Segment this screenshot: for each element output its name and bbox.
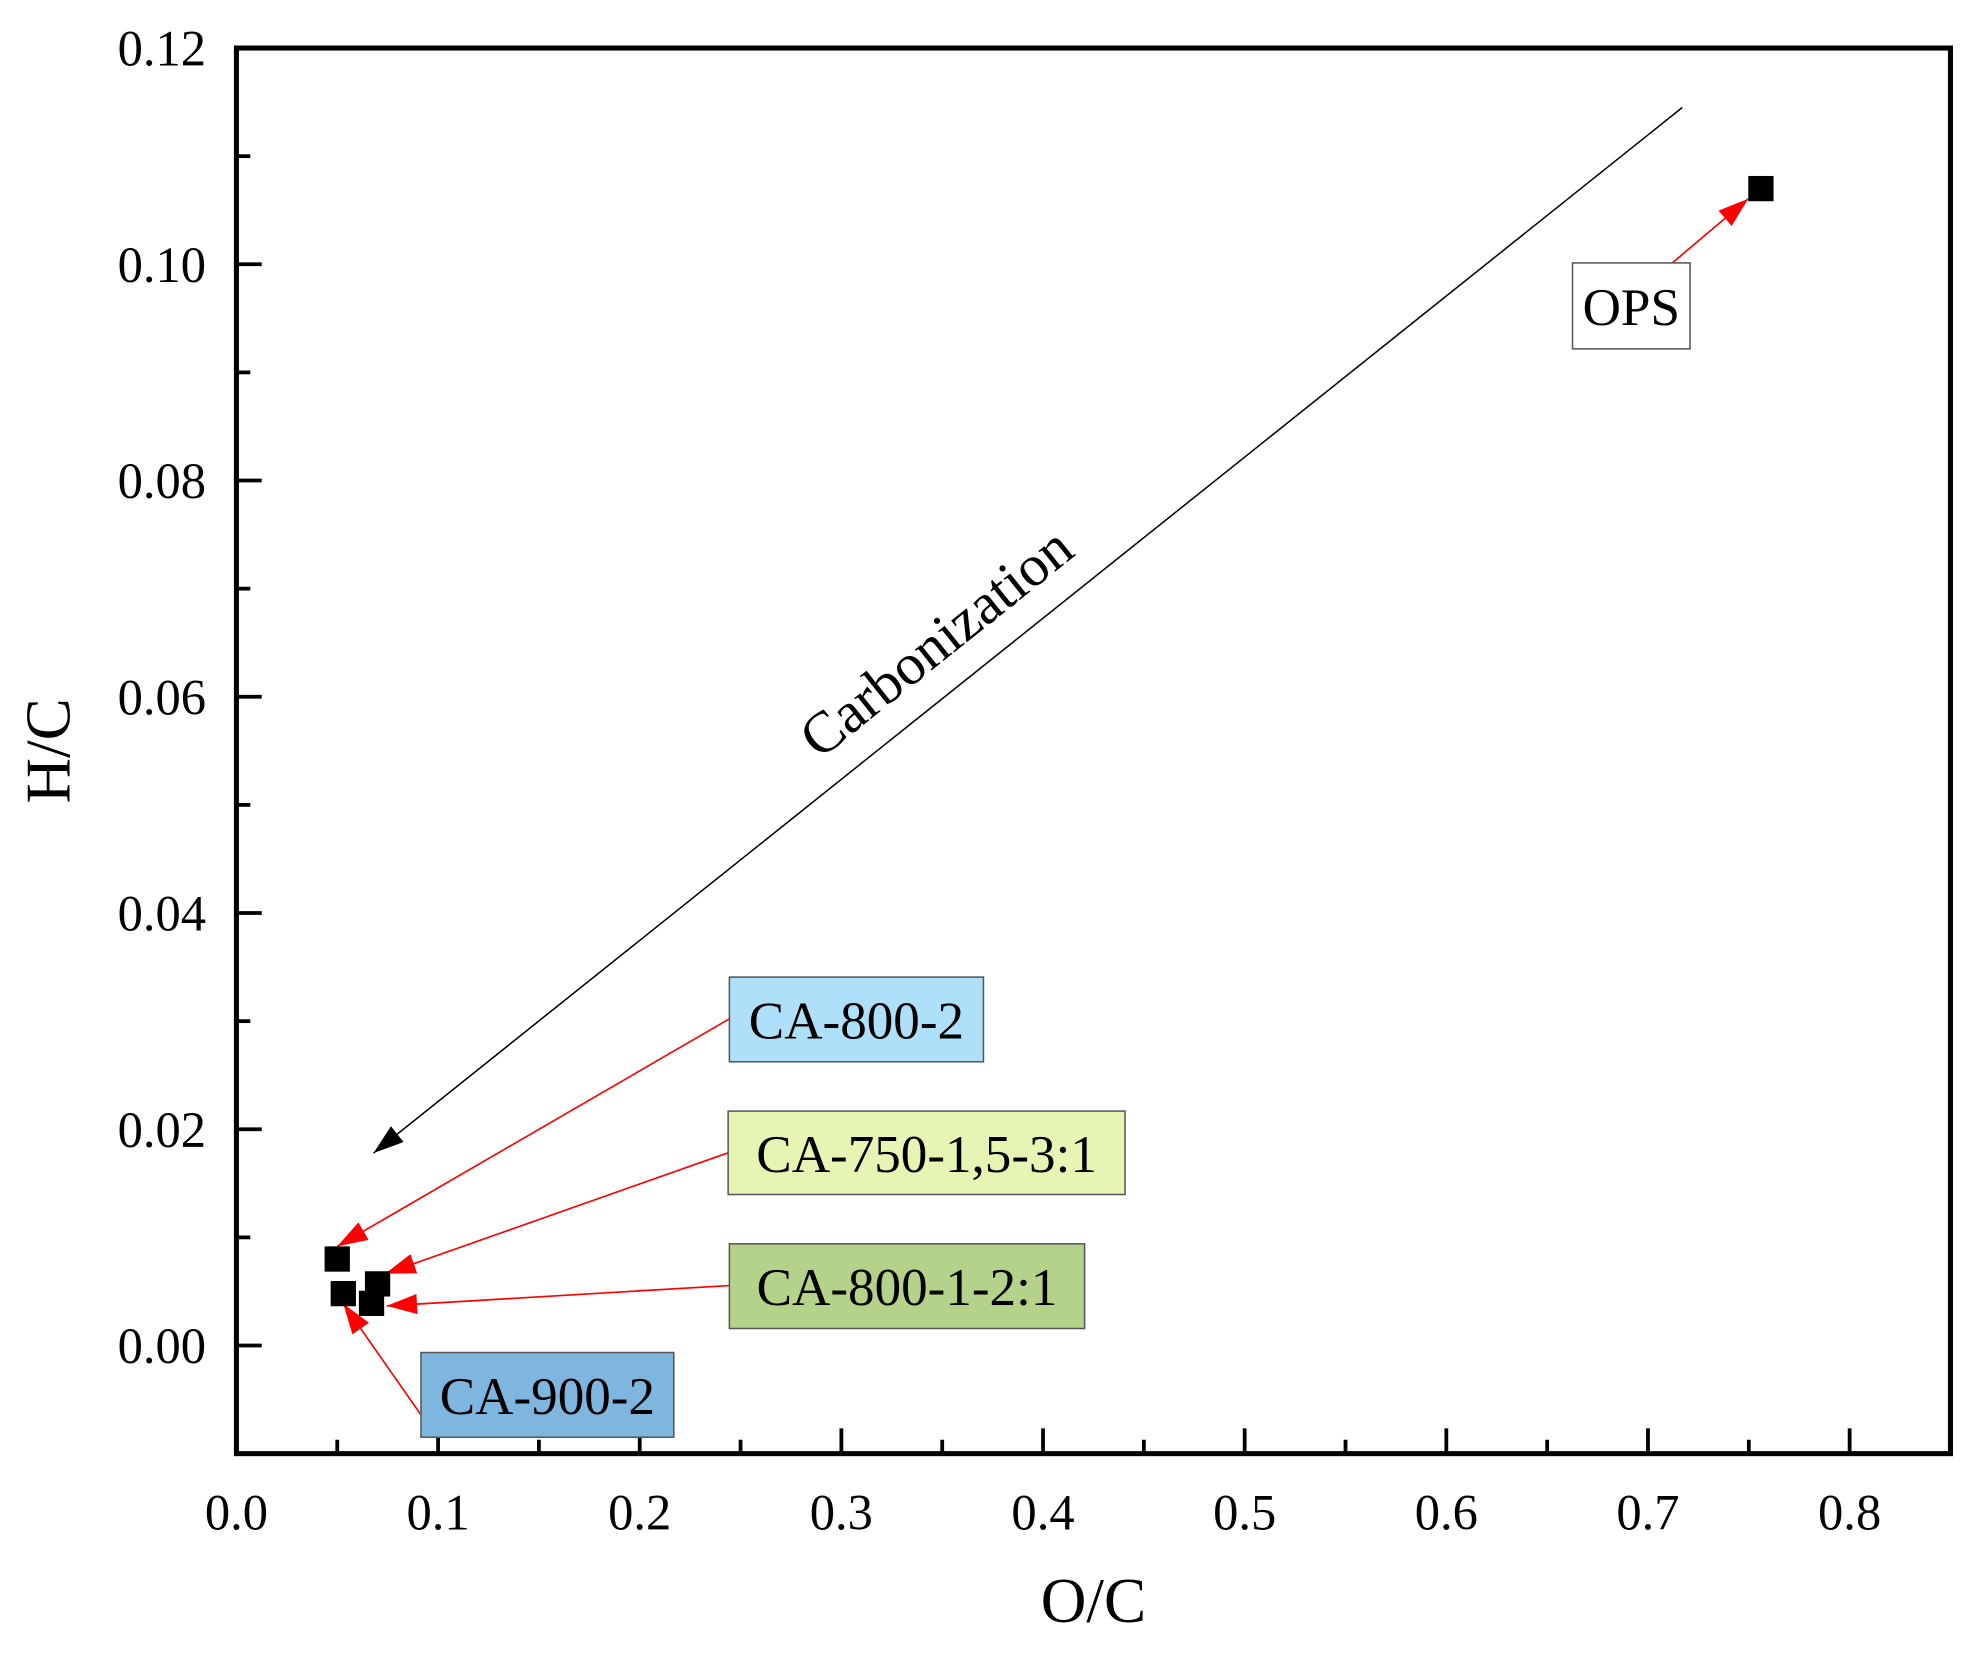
x-tick-label: 0.8 [1818,1484,1881,1540]
x-tick-label: 0.0 [205,1484,268,1540]
data-point [1748,175,1774,202]
y-tick-label: 0.12 [118,21,206,77]
plot-frame [233,45,1953,1457]
y-tick-label: 0.10 [118,237,206,293]
point-label-box [728,1243,1086,1330]
y-tick-label: 0.06 [118,669,206,725]
point-label: CA-900-2 [440,1368,655,1426]
label-pointer-line [384,1152,729,1275]
point-label: CA-750-1,5-3:1 [756,1126,1097,1184]
point-label: OPS [1583,279,1680,337]
data-point [324,1246,350,1272]
x-tick-label: 0.1 [406,1484,469,1540]
carbonization-label: Carbonization [787,514,1085,770]
point-label-box [1571,262,1691,350]
point-label-box [728,976,985,1063]
label-pointer-arrowhead [1718,198,1749,227]
point-label: CA-800-2 [749,992,964,1050]
y-tick-label: 0.04 [118,886,206,942]
label-pointer-line [386,1284,730,1307]
label-pointer-arrowhead [337,1222,369,1247]
label-pointer-arrowhead [386,1293,418,1315]
point-label-box [727,1110,1126,1196]
data-point [330,1280,356,1307]
y-tick-label: 0.08 [118,453,206,509]
label-pointer-arrowhead [385,1254,418,1274]
carbonization-arrowhead [373,1126,404,1154]
x-tick-label: 0.7 [1616,1484,1679,1540]
point-label-box [420,1351,675,1438]
x-tick-label: 0.3 [810,1484,873,1540]
x-tick-label: 0.5 [1213,1484,1276,1540]
x-axis-label: O/C [1041,1566,1146,1636]
x-tick-label: 0.2 [608,1484,671,1540]
data-point [358,1290,385,1316]
y-axis-label: H/C [14,698,84,803]
label-pointer-arrowhead [343,1303,369,1335]
x-tick-label: 0.6 [1415,1484,1478,1540]
point-label: CA-800-1-2:1 [757,1259,1058,1317]
y-tick-label: 0.00 [118,1318,206,1374]
y-tick-label: 0.02 [118,1102,206,1158]
label-pointer-line [336,1018,730,1248]
carbonization-arrow-line [373,106,1683,1154]
x-tick-label: 0.4 [1011,1484,1074,1540]
